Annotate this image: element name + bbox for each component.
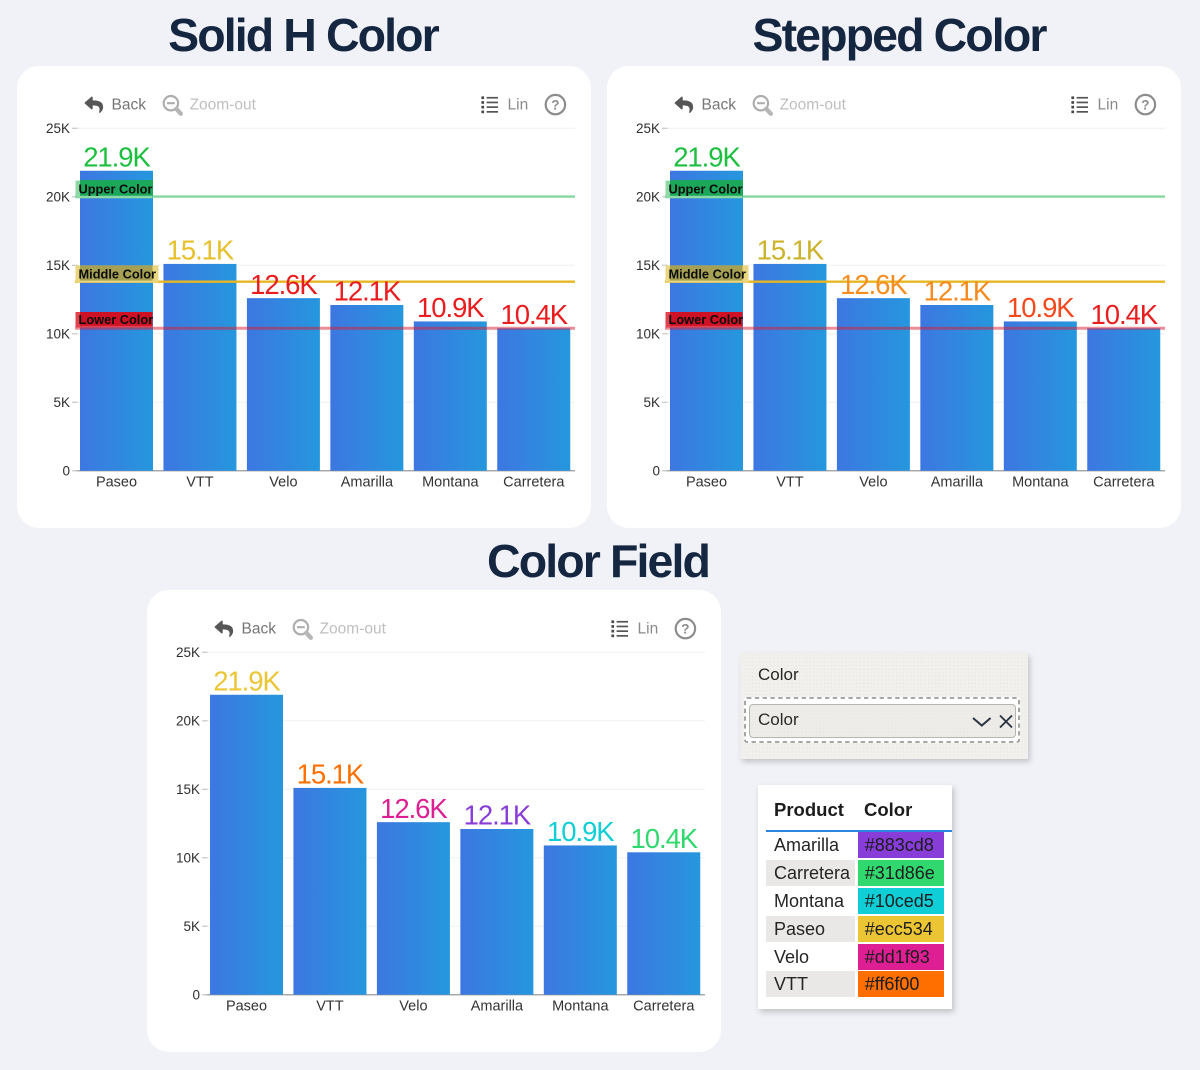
svg-text:10.4K: 10.4K <box>1090 299 1158 330</box>
svg-text:12.6K: 12.6K <box>380 793 448 824</box>
svg-text:Amarilla: Amarilla <box>341 475 394 491</box>
svg-text:21.9K: 21.9K <box>83 142 151 173</box>
svg-text:Carretera: Carretera <box>503 475 565 491</box>
svg-text:15.1K: 15.1K <box>757 235 825 266</box>
svg-text:Velo: Velo <box>859 475 887 491</box>
svg-text:Lin: Lin <box>638 621 659 638</box>
svg-text:10.4K: 10.4K <box>500 299 568 330</box>
svg-text:?: ? <box>1141 97 1149 112</box>
svg-text:Back: Back <box>242 621 277 638</box>
svg-text:Lower Color: Lower Color <box>669 312 744 327</box>
svg-text:10K: 10K <box>636 327 660 342</box>
svg-text:Paseo: Paseo <box>226 999 267 1015</box>
svg-text:5K: 5K <box>643 395 660 410</box>
svg-text:VTT: VTT <box>186 475 214 491</box>
svg-text:Montana: Montana <box>422 475 479 491</box>
svg-text:25K: 25K <box>46 121 70 136</box>
svg-text:Amarilla: Amarilla <box>931 475 984 491</box>
svg-text:12.1K: 12.1K <box>464 800 532 831</box>
svg-text:0: 0 <box>192 988 200 1003</box>
svg-text:15.1K: 15.1K <box>167 235 235 266</box>
svg-text:Carretera: Carretera <box>1093 475 1155 491</box>
svg-text:10.9K: 10.9K <box>547 816 615 847</box>
svg-text:10K: 10K <box>176 851 200 866</box>
svg-text:20K: 20K <box>636 190 660 205</box>
svg-text:Back: Back <box>702 97 737 114</box>
svg-text:Upper Color: Upper Color <box>669 182 743 197</box>
svg-text:?: ? <box>681 621 689 636</box>
svg-text:Zoom-out: Zoom-out <box>780 97 847 114</box>
svg-text:0: 0 <box>62 464 70 479</box>
svg-text:Middle Color: Middle Color <box>79 266 157 281</box>
svg-text:Montana: Montana <box>552 999 609 1015</box>
svg-text:12.6K: 12.6K <box>250 269 318 300</box>
svg-text:Paseo: Paseo <box>96 475 137 491</box>
svg-text:?: ? <box>551 97 559 112</box>
svg-text:20K: 20K <box>176 714 200 729</box>
svg-text:VTT: VTT <box>316 999 344 1015</box>
svg-text:25K: 25K <box>176 645 200 660</box>
svg-text:Velo: Velo <box>269 475 297 491</box>
svg-text:15K: 15K <box>46 258 70 273</box>
svg-text:Middle Color: Middle Color <box>669 266 747 281</box>
svg-text:12.1K: 12.1K <box>924 276 992 307</box>
svg-text:Back: Back <box>112 97 147 114</box>
svg-text:0: 0 <box>652 464 660 479</box>
svg-text:Upper Color: Upper Color <box>79 182 153 197</box>
svg-text:Lower Color: Lower Color <box>79 312 154 327</box>
svg-text:21.9K: 21.9K <box>673 142 741 173</box>
svg-text:Velo: Velo <box>399 999 427 1015</box>
svg-text:25K: 25K <box>636 121 660 136</box>
svg-text:Lin: Lin <box>508 97 529 114</box>
svg-text:10.9K: 10.9K <box>1007 292 1075 323</box>
svg-text:Lin: Lin <box>1098 97 1119 114</box>
svg-text:VTT: VTT <box>776 475 804 491</box>
svg-text:12.6K: 12.6K <box>840 269 908 300</box>
svg-text:Amarilla: Amarilla <box>471 999 524 1015</box>
svg-text:12.1K: 12.1K <box>334 276 402 307</box>
svg-text:Paseo: Paseo <box>686 475 727 491</box>
svg-text:10.4K: 10.4K <box>630 823 698 854</box>
svg-text:Zoom-out: Zoom-out <box>190 97 257 114</box>
svg-text:21.9K: 21.9K <box>213 666 281 697</box>
svg-text:Zoom-out: Zoom-out <box>320 621 387 638</box>
svg-text:20K: 20K <box>46 190 70 205</box>
svg-text:10.9K: 10.9K <box>417 292 485 323</box>
svg-text:10K: 10K <box>46 327 70 342</box>
svg-text:15K: 15K <box>636 258 660 273</box>
svg-text:Montana: Montana <box>1012 475 1069 491</box>
svg-text:15.1K: 15.1K <box>297 759 365 790</box>
svg-text:5K: 5K <box>183 919 200 934</box>
svg-text:5K: 5K <box>53 395 70 410</box>
svg-text:15K: 15K <box>176 782 200 797</box>
svg-text:Carretera: Carretera <box>633 999 695 1015</box>
